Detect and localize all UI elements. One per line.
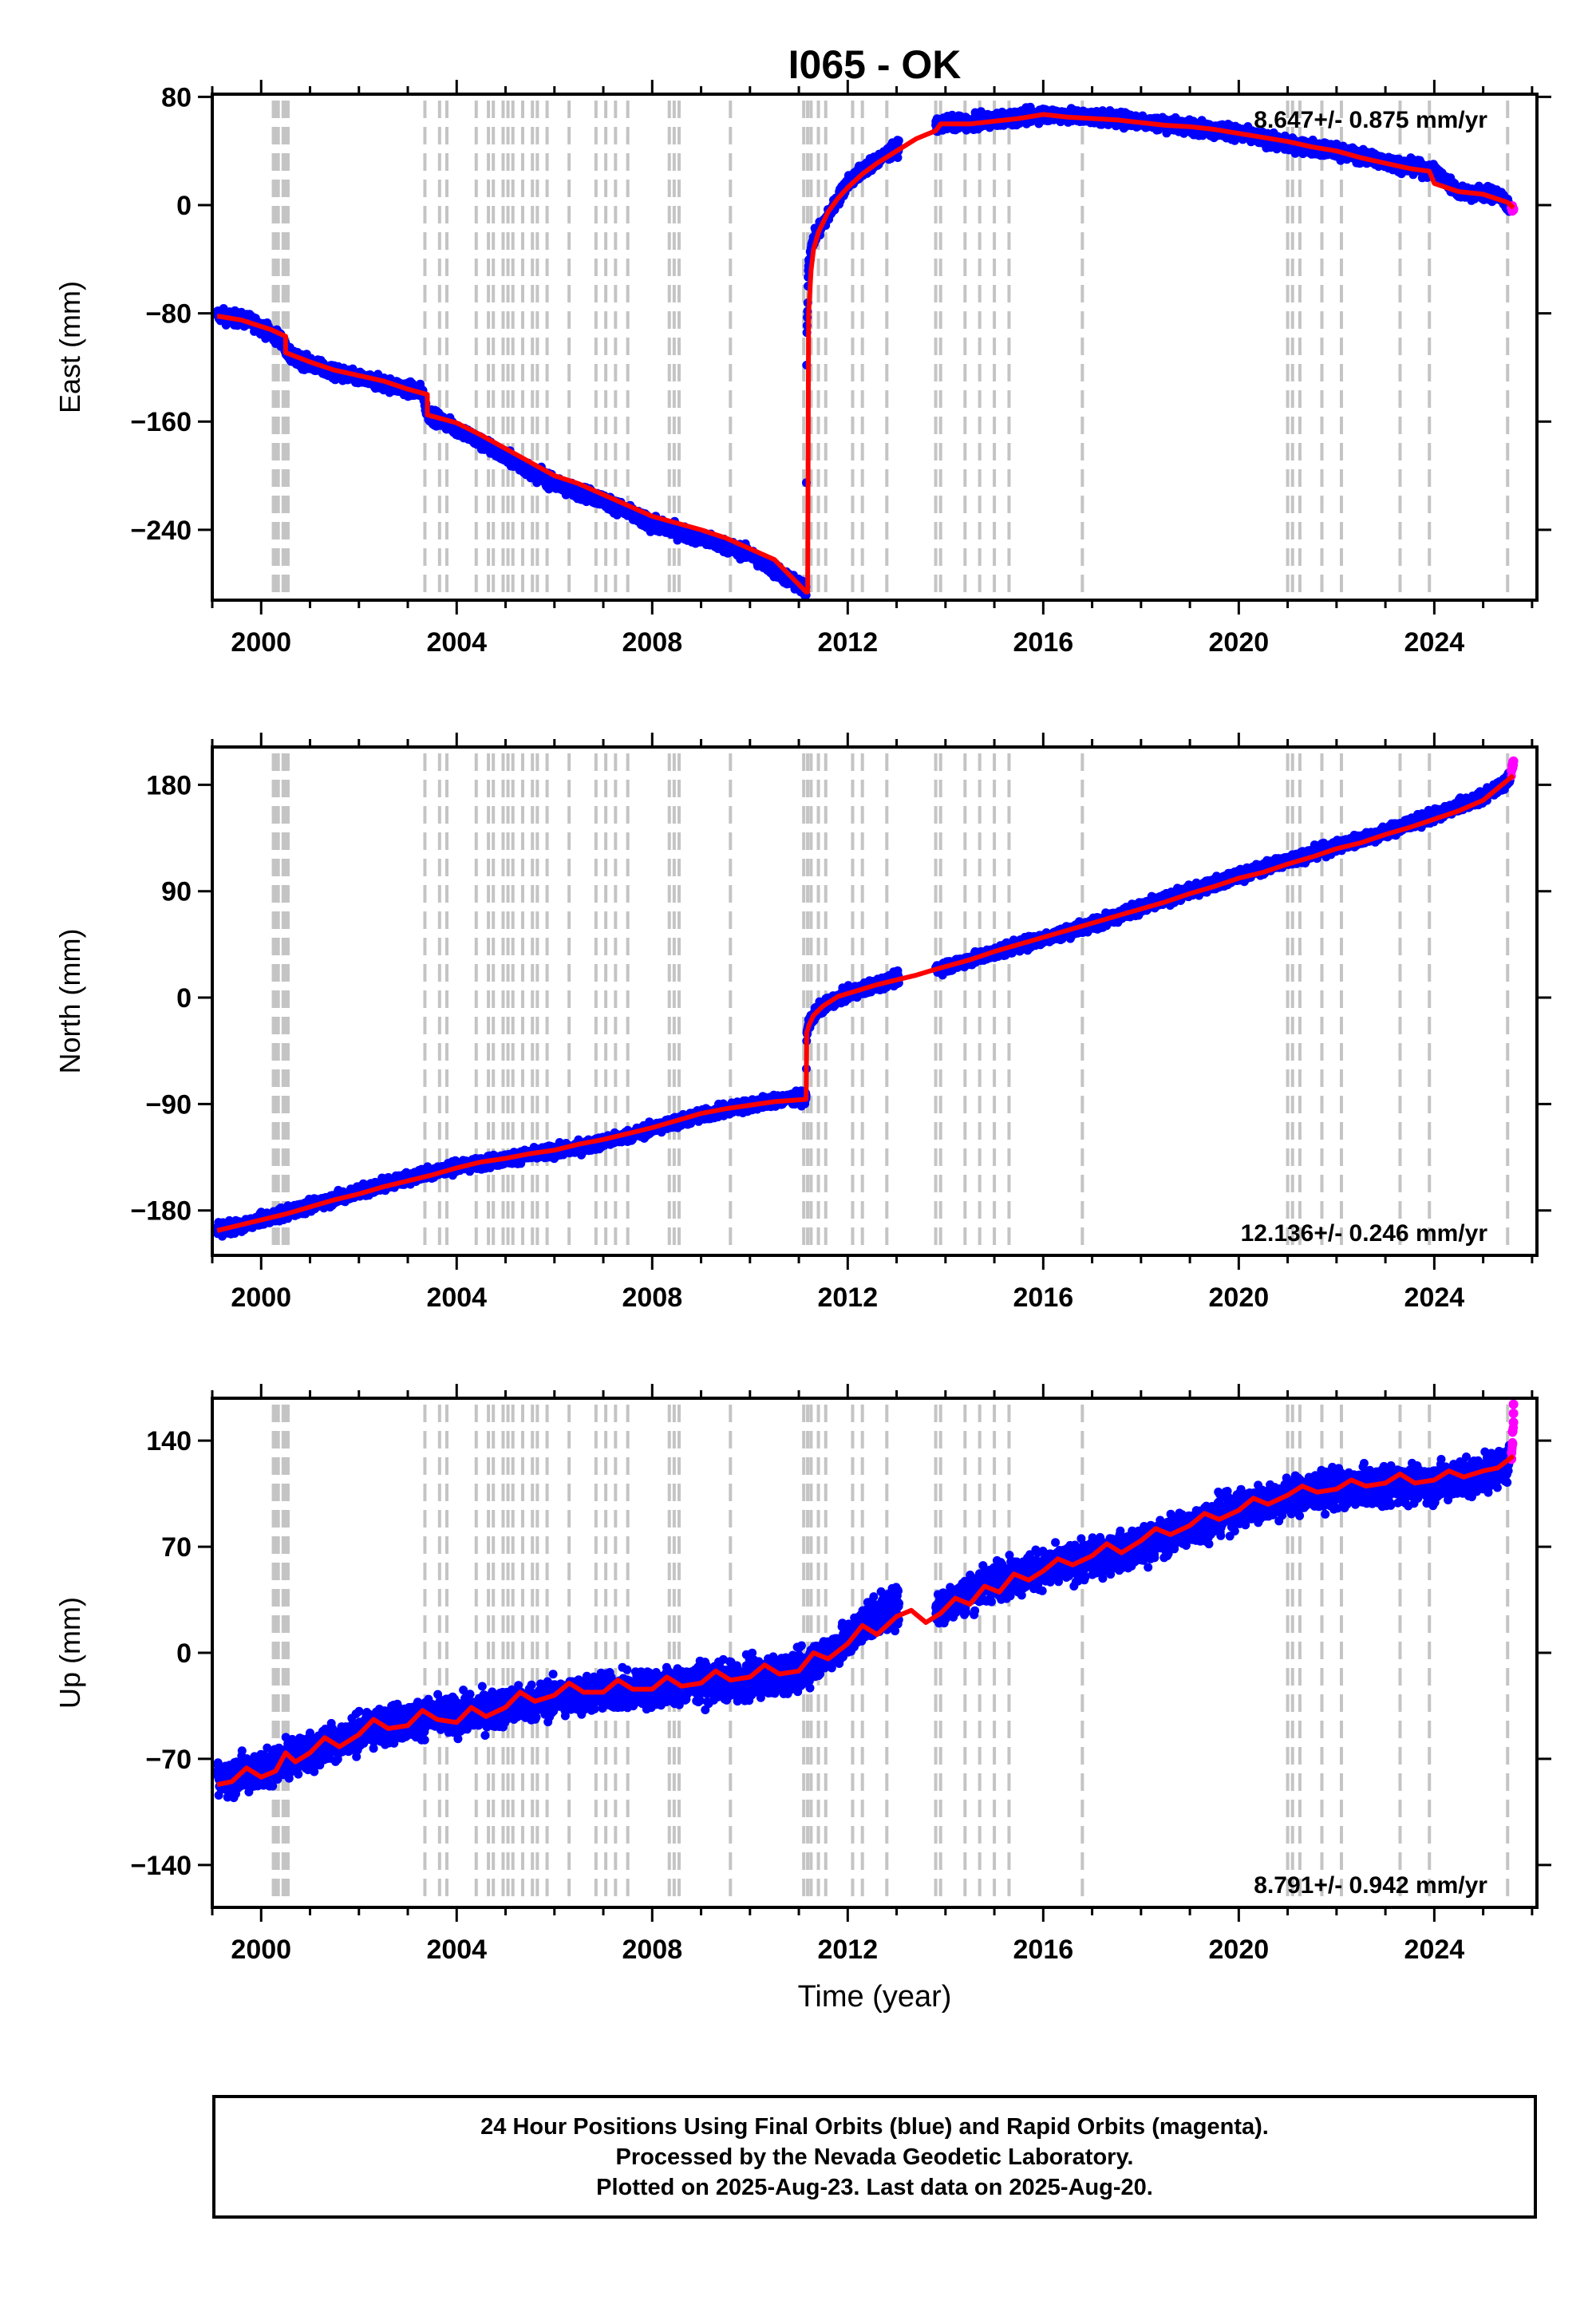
chart-title: I065 - OK xyxy=(788,42,962,87)
equipment-change-lines xyxy=(271,101,1510,597)
